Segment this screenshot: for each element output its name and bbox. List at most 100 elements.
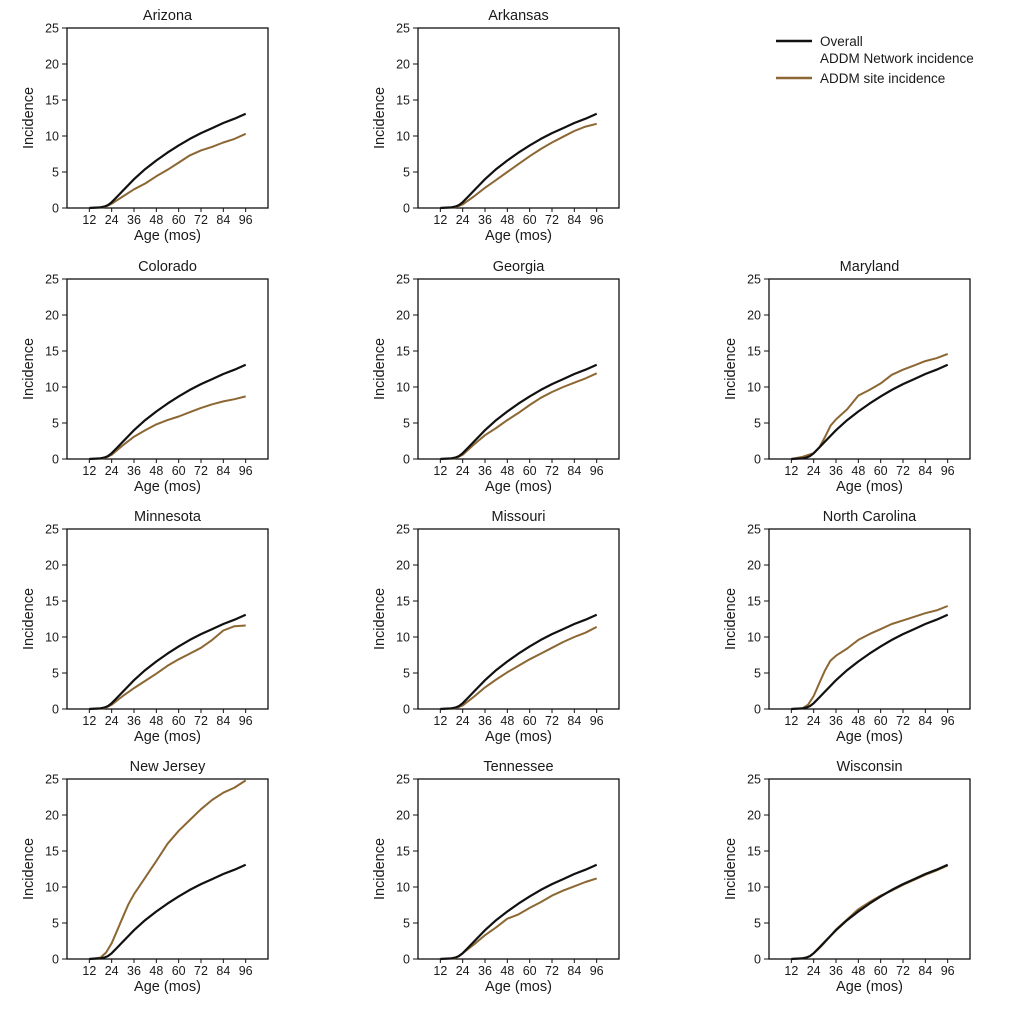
x-tick-label: 48 xyxy=(149,464,163,478)
y-axis-label: Incidence xyxy=(372,838,388,900)
x-tick-label: 60 xyxy=(172,213,186,227)
site-incidence-line xyxy=(89,779,247,960)
x-tick-label: 84 xyxy=(567,714,581,728)
y-tick-label: 10 xyxy=(45,631,59,645)
x-tick-label: 72 xyxy=(194,714,208,728)
y-tick-label: 20 xyxy=(396,559,410,573)
x-axis-label: Age (mos) xyxy=(134,979,201,995)
x-tick-label: 48 xyxy=(149,714,163,728)
x-tick-label: 96 xyxy=(941,714,955,728)
x-tick-label: 84 xyxy=(216,714,230,728)
x-tick-label: 36 xyxy=(127,964,141,978)
x-tick-label: 72 xyxy=(194,464,208,478)
x-tick-label: 60 xyxy=(523,964,537,978)
x-tick-label: 24 xyxy=(807,714,821,728)
y-axis-label: Incidence xyxy=(21,588,37,650)
overall-incidence-line xyxy=(89,112,247,210)
y-tick-label: 20 xyxy=(45,58,59,72)
y-tick-label: 0 xyxy=(403,703,410,717)
x-tick-label: 12 xyxy=(784,464,798,478)
overall-incidence-line xyxy=(89,363,247,461)
x-tick-label: 12 xyxy=(784,714,798,728)
legend: Overall ADDM Network incidence ADDM site… xyxy=(776,34,974,86)
x-tick-label: 24 xyxy=(456,714,470,728)
y-tick-label: 5 xyxy=(52,667,59,681)
x-tick-label: 84 xyxy=(918,464,932,478)
y-tick-label: 15 xyxy=(747,595,761,609)
legend-overall-label-line1: Overall xyxy=(820,34,863,49)
panel-georgia: Georgia 0 5 10 15 20 25 12 24 36 48 60 72 84 96 Age (mo… xyxy=(372,259,620,495)
y-axis-label: Incidence xyxy=(21,838,37,900)
panel-colorado: Colorado 0 5 10 15 20 25 12 24 36 48 60 72 84 96 Age (m… xyxy=(21,259,269,495)
x-tick-label: 96 xyxy=(590,213,604,227)
y-tick-label: 25 xyxy=(45,523,59,537)
x-axis-label: Age (mos) xyxy=(836,479,903,495)
y-axis-label: Incidence xyxy=(372,588,388,650)
panel-new-jersey: New Jersey 0 5 10 15 20 25 12 24 36 48 60 72 84 96 Age … xyxy=(21,759,269,995)
x-tick-label: 96 xyxy=(239,213,253,227)
x-tick-label: 72 xyxy=(545,714,559,728)
plot-frame xyxy=(768,778,971,960)
y-tick-label: 10 xyxy=(396,381,410,395)
panel-title: Arkansas xyxy=(488,8,548,24)
x-tick-label: 36 xyxy=(127,464,141,478)
panel-north-carolina: North Carolina 0 5 10 15 20 25 12 24 36 48 60 72 84 96… xyxy=(723,509,971,745)
x-tick-label: 48 xyxy=(149,213,163,227)
x-tick-label: 12 xyxy=(433,714,447,728)
y-tick-label: 20 xyxy=(747,559,761,573)
y-tick-label: 5 xyxy=(754,667,761,681)
y-tick-label: 20 xyxy=(45,309,59,323)
y-tick-label: 25 xyxy=(45,22,59,36)
x-tick-label: 24 xyxy=(807,464,821,478)
x-tick-label: 96 xyxy=(590,964,604,978)
y-tick-label: 20 xyxy=(45,809,59,823)
x-tick-label: 60 xyxy=(874,714,888,728)
x-tick-label: 48 xyxy=(851,464,865,478)
y-tick-label: 5 xyxy=(403,417,410,431)
x-tick-label: 60 xyxy=(523,213,537,227)
site-incidence-line xyxy=(791,352,949,460)
x-tick-label: 96 xyxy=(239,464,253,478)
y-tick-label: 0 xyxy=(52,453,59,467)
x-tick-label: 72 xyxy=(545,213,559,227)
x-tick-label: 60 xyxy=(874,464,888,478)
y-tick-label: 5 xyxy=(403,166,410,180)
x-tick-label: 24 xyxy=(807,964,821,978)
panel-missouri: Missouri 0 5 10 15 20 25 12 24 36 48 60 72 84 96 Age (m… xyxy=(372,509,620,745)
site-incidence-line xyxy=(89,132,247,209)
y-tick-label: 5 xyxy=(52,166,59,180)
site-incidence-line xyxy=(440,626,598,710)
x-tick-label: 24 xyxy=(105,714,119,728)
legend-site-label: ADDM site incidence xyxy=(820,71,945,86)
y-axis-label: Incidence xyxy=(372,338,388,400)
y-tick-label: 15 xyxy=(45,94,59,108)
panel-maryland: Maryland 0 5 10 15 20 25 12 24 36 48 60 72 84 96 Age (m… xyxy=(723,259,971,495)
x-tick-label: 60 xyxy=(523,714,537,728)
x-tick-label: 12 xyxy=(82,464,96,478)
y-tick-label: 20 xyxy=(747,809,761,823)
x-tick-label: 12 xyxy=(784,964,798,978)
y-tick-label: 5 xyxy=(403,917,410,931)
y-tick-label: 5 xyxy=(52,417,59,431)
x-tick-label: 48 xyxy=(851,964,865,978)
x-tick-label: 84 xyxy=(567,964,581,978)
y-tick-label: 20 xyxy=(396,58,410,72)
x-tick-label: 84 xyxy=(216,964,230,978)
overall-incidence-line xyxy=(440,613,598,711)
y-tick-label: 5 xyxy=(52,917,59,931)
x-tick-label: 96 xyxy=(590,464,604,478)
x-tick-label: 36 xyxy=(829,464,843,478)
panel-arizona: Arizona 0 5 10 15 20 25 12 24 36 48 60 72 84 96 Age (mo… xyxy=(21,8,269,244)
panel-minnesota: Minnesota 0 5 10 15 20 25 12 24 36 48 60 72 84 96 Age (… xyxy=(21,509,269,745)
x-tick-label: 48 xyxy=(851,714,865,728)
y-tick-label: 0 xyxy=(754,953,761,967)
overall-incidence-line xyxy=(89,613,247,711)
y-tick-label: 0 xyxy=(403,953,410,967)
plot-frame xyxy=(417,528,620,710)
overall-incidence-line xyxy=(791,613,949,711)
panel-title: Minnesota xyxy=(134,509,202,525)
x-axis-label: Age (mos) xyxy=(134,729,201,745)
y-tick-label: 15 xyxy=(45,845,59,859)
x-tick-label: 12 xyxy=(433,964,447,978)
plot-frame xyxy=(66,528,269,710)
